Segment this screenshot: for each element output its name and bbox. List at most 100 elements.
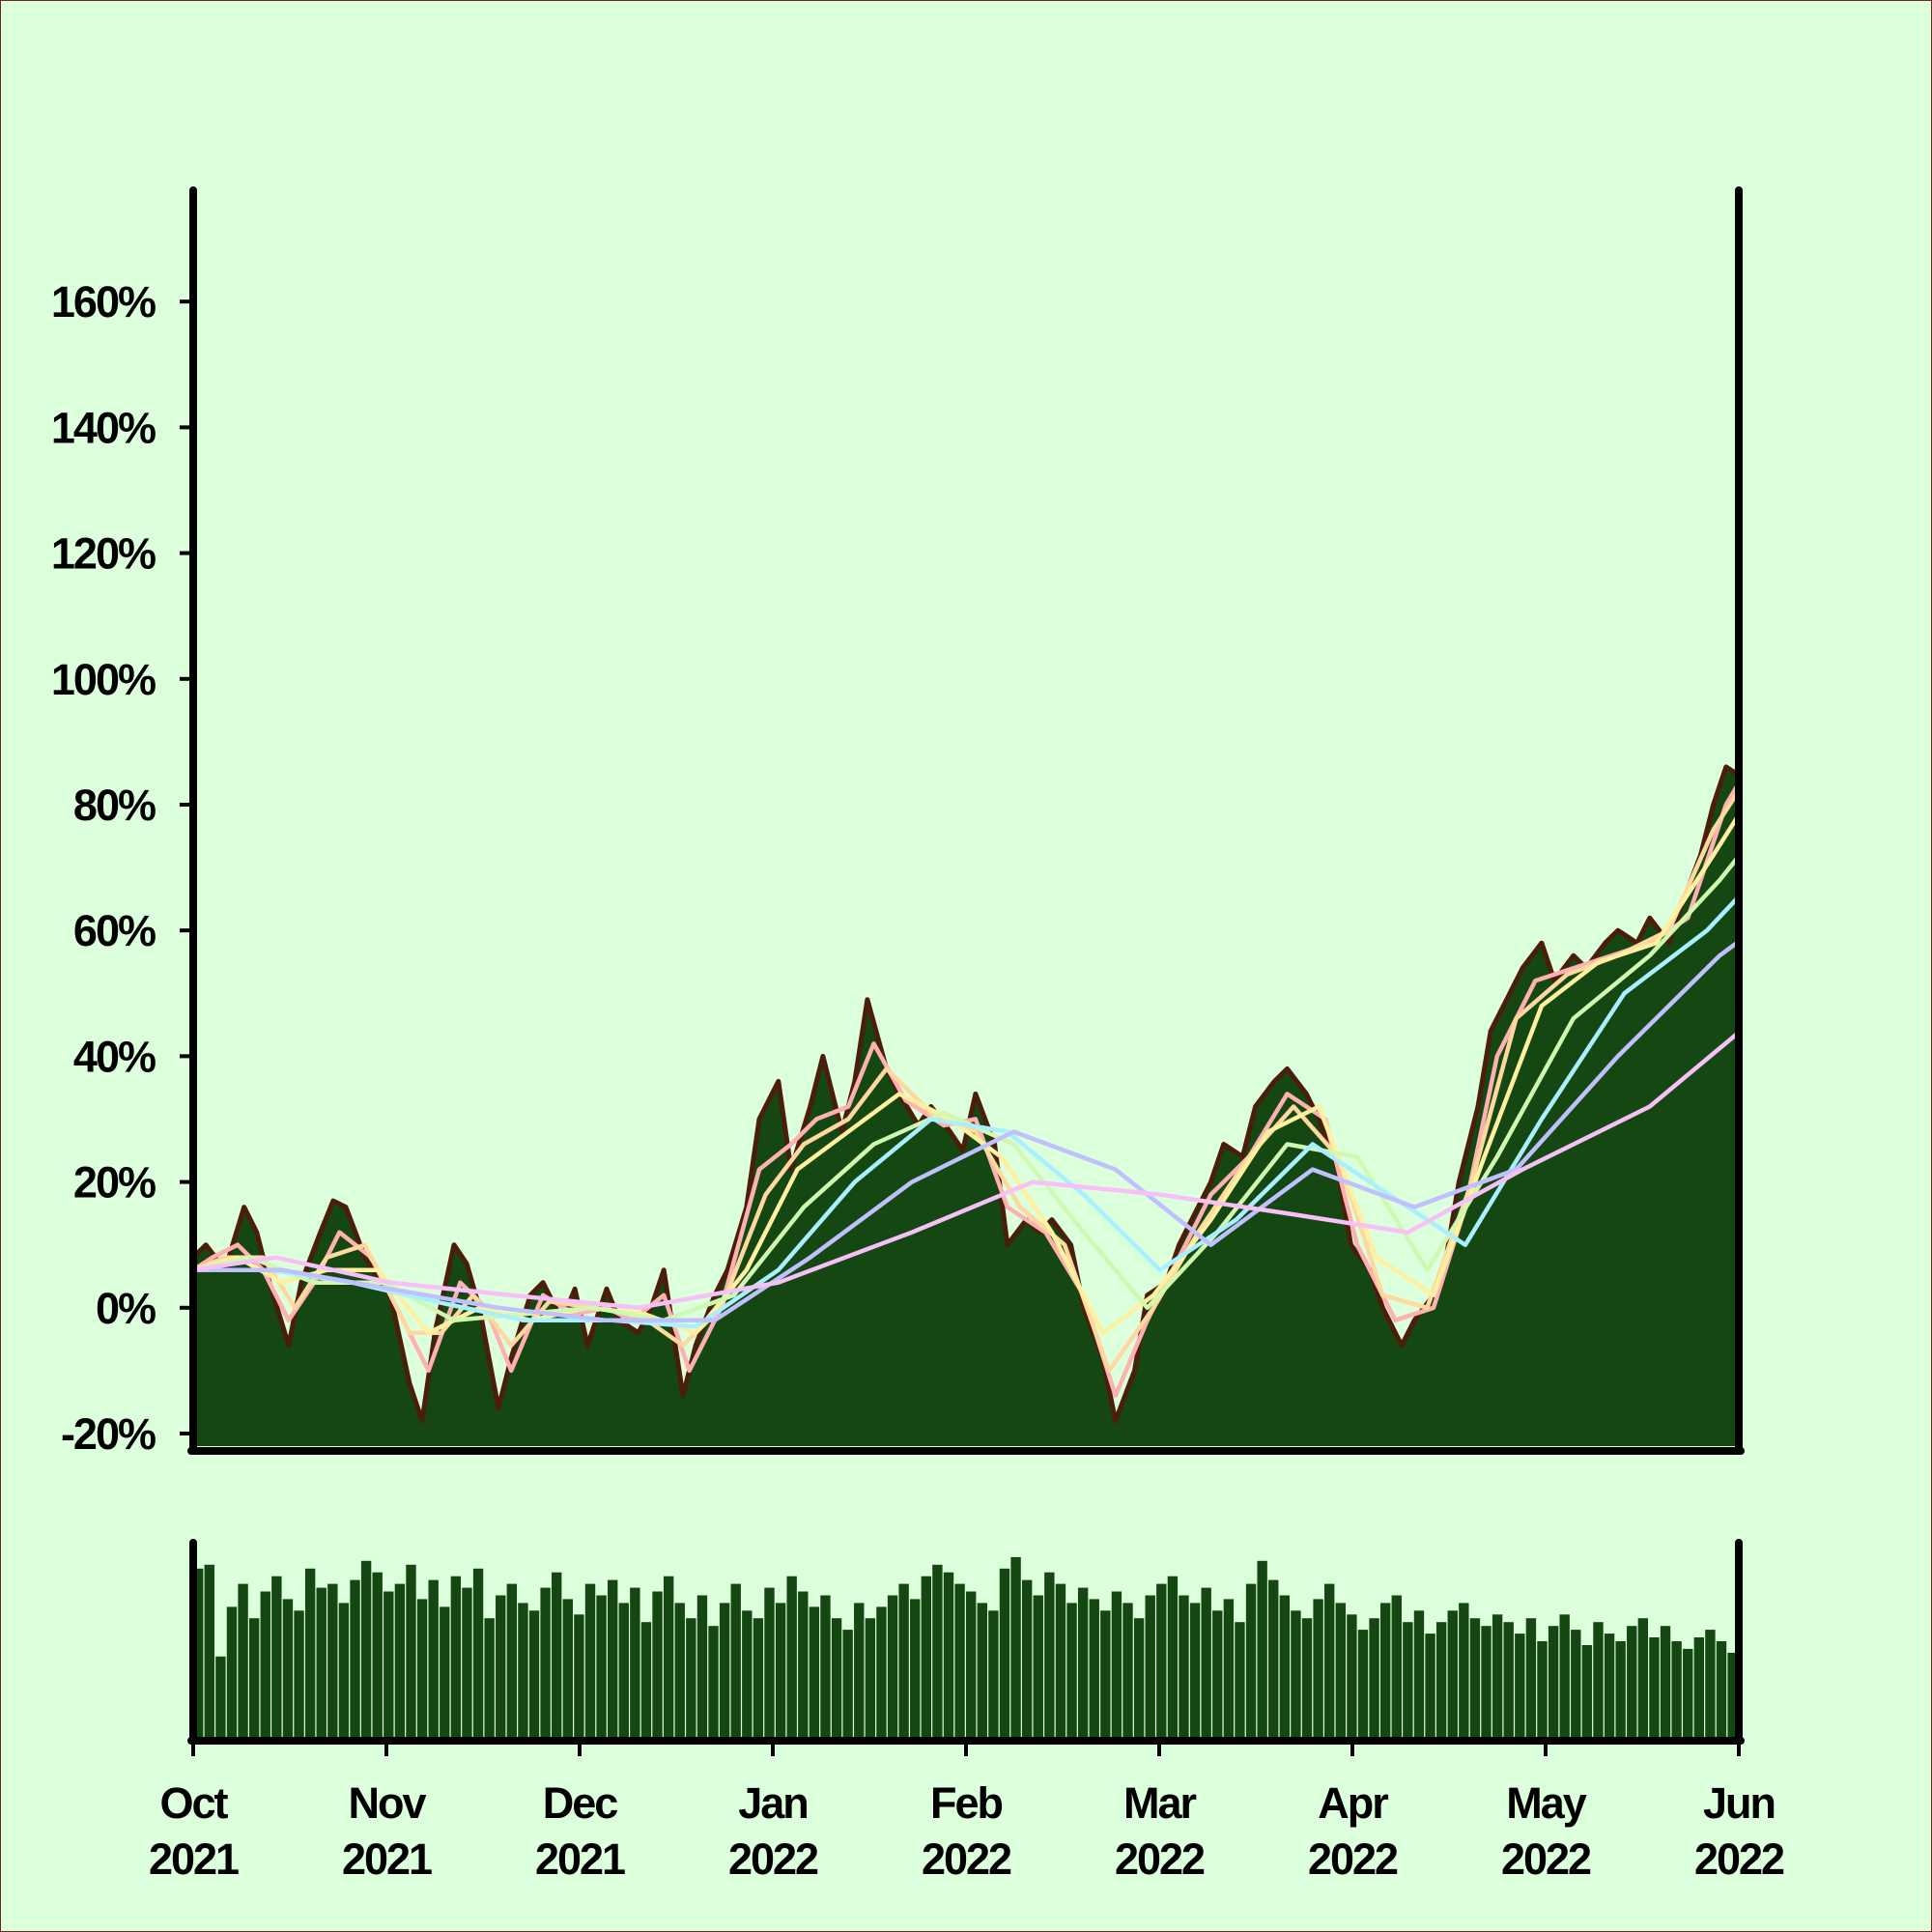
volume-bar (1044, 1572, 1055, 1737)
volume-bar (842, 1630, 853, 1737)
y-tick-label: 80% (73, 781, 156, 830)
volume-bar (552, 1572, 562, 1737)
y-tick-label: 20% (73, 1158, 156, 1208)
volume-bar (1033, 1595, 1043, 1737)
volume-bar (248, 1618, 260, 1737)
volume-bar (1503, 1622, 1514, 1737)
volume-bar (753, 1618, 764, 1737)
volume-bars (193, 1556, 1738, 1737)
volume-bar (1705, 1630, 1716, 1737)
volume-bar (584, 1583, 596, 1737)
volume-bar (820, 1595, 831, 1737)
volume-bar (1257, 1560, 1267, 1737)
volume-bar (1615, 1641, 1626, 1737)
volume-bar (260, 1591, 270, 1737)
volume-bar (1649, 1637, 1660, 1737)
volume-bar (1391, 1595, 1402, 1737)
moving-average-line-6 (193, 938, 1739, 1323)
volume-bar (887, 1595, 898, 1737)
x-tick-month: Jan (738, 1778, 808, 1828)
volume-bar (1055, 1583, 1066, 1737)
volume-bar (652, 1591, 663, 1737)
x-tick-month: Mar (1123, 1778, 1197, 1828)
y-tick-label: 140% (51, 403, 156, 452)
volume-bar (854, 1603, 865, 1737)
volume-bar (1111, 1591, 1122, 1737)
x-axis: Oct 2021 Nov 2021 Dec 2021 Jan 2022 Feb 2022 Mar 20… (149, 1741, 1786, 1884)
moving-average-line-4 (193, 852, 1739, 1323)
volume-bar (764, 1587, 775, 1737)
volume-bar (696, 1595, 708, 1737)
volume-bar (1167, 1576, 1179, 1737)
volume-bar (338, 1603, 350, 1737)
volume-bar (528, 1610, 540, 1737)
volume-bar (966, 1591, 977, 1737)
x-tick-month: Dec (543, 1778, 618, 1828)
volume-bar (607, 1579, 618, 1737)
volume-bar (831, 1618, 842, 1737)
volume-bar (1245, 1583, 1257, 1737)
x-tick-month: Oct (159, 1778, 228, 1828)
volume-bar (1379, 1603, 1391, 1737)
volume-bar (1156, 1583, 1167, 1737)
volume-bar (932, 1564, 943, 1737)
volume-bar (1223, 1599, 1235, 1737)
volume-bar (440, 1606, 450, 1737)
volume-bar (1627, 1626, 1637, 1737)
y-tick-label: 100% (51, 655, 156, 704)
x-tick-year: 2021 (149, 1834, 239, 1884)
x-tick-month: Feb (930, 1778, 1003, 1828)
volume-bar (1492, 1614, 1503, 1737)
volume-bar (1727, 1652, 1738, 1737)
volume-bar (215, 1656, 226, 1737)
volume-bar (238, 1583, 248, 1737)
volume-bar (1133, 1618, 1145, 1737)
volume-bar (1425, 1634, 1435, 1737)
volume-bar (294, 1610, 304, 1737)
volume-bar (406, 1564, 416, 1737)
volume-bar (1201, 1587, 1211, 1737)
volume-bar (943, 1572, 954, 1737)
y-axis: -20% 0% 20% 40% 60% 80% 100% 120% 140% 160% (51, 277, 193, 1459)
x-tick-year: 2021 (535, 1834, 625, 1884)
volume-bar (1100, 1610, 1111, 1737)
x-tick-year: 2022 (1115, 1834, 1205, 1884)
x-tick-year: 2021 (342, 1834, 432, 1884)
volume-bar (898, 1583, 909, 1737)
x-tick-year: 2022 (728, 1834, 818, 1884)
volume-bar (1324, 1583, 1335, 1737)
volume-bar (663, 1576, 674, 1737)
volume-bar (921, 1576, 932, 1737)
volume-bar (372, 1572, 383, 1737)
volume-bar (1660, 1626, 1671, 1737)
volume-bar (496, 1595, 506, 1737)
volume-bar (1145, 1595, 1155, 1737)
volume-bar (1077, 1587, 1089, 1737)
volume-bar (1559, 1614, 1570, 1737)
volume-bar (1469, 1618, 1481, 1737)
volume-bar (742, 1610, 753, 1737)
volume-bar (1301, 1618, 1313, 1737)
volume-bar (775, 1603, 786, 1737)
volume-bar (1179, 1595, 1189, 1737)
volume-bar (350, 1579, 360, 1737)
x-tick-month: Jun (1703, 1778, 1775, 1828)
moving-average-line-5 (193, 893, 1739, 1329)
volume-bar (562, 1599, 573, 1737)
moving-average-line-7 (193, 1029, 1739, 1311)
volume-bar (1581, 1645, 1593, 1737)
volume-bar (1291, 1610, 1301, 1737)
x-tick-month: Nov (348, 1778, 426, 1828)
volume-bar (954, 1583, 965, 1737)
volume-bar (574, 1614, 584, 1737)
volume-bar (1593, 1622, 1604, 1737)
volume-bar (193, 1568, 204, 1737)
volume-bar (506, 1583, 518, 1737)
volume-bar (1604, 1634, 1615, 1737)
x-tick-month: May (1506, 1778, 1587, 1828)
volume-bar (786, 1576, 797, 1737)
volume-bar (1525, 1618, 1537, 1737)
volume-bar (1515, 1634, 1525, 1737)
volume-bar (1268, 1579, 1279, 1737)
